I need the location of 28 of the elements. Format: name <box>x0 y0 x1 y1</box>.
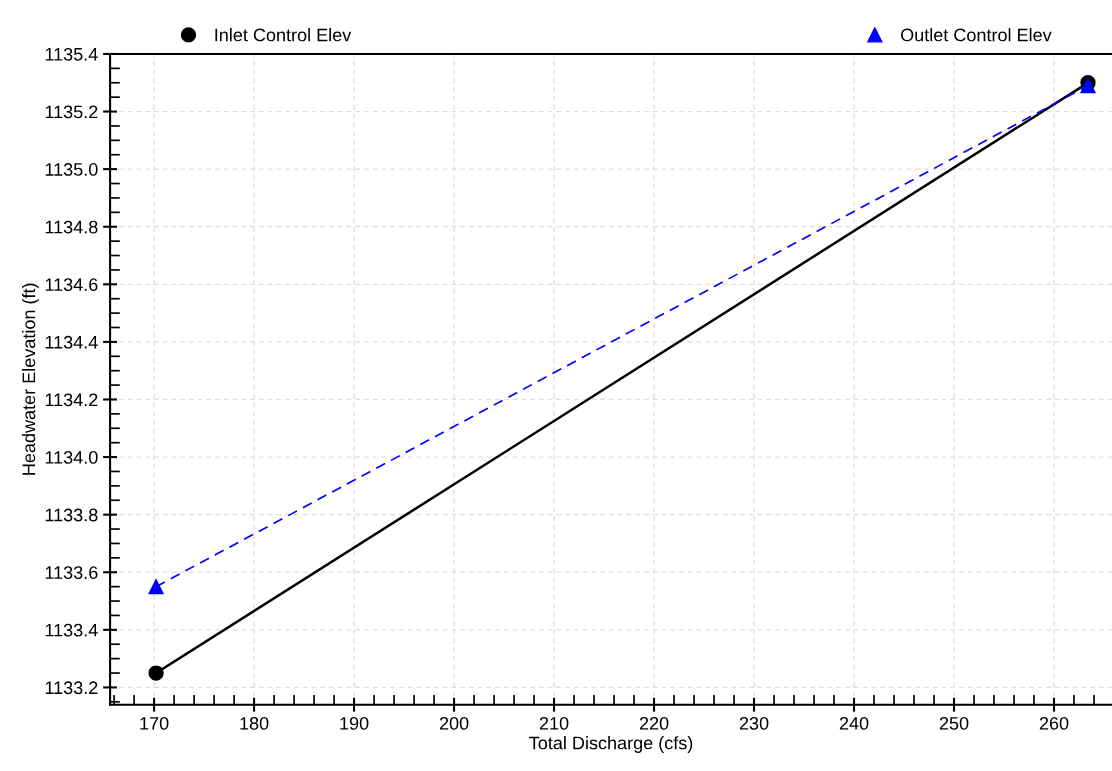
x-tick-label: 220 <box>639 716 669 730</box>
x-axis-title: Total Discharge (cfs) <box>529 736 693 753</box>
y-tick-label: 1133.8 <box>45 508 98 522</box>
y-tick-label: 1133.4 <box>45 623 98 637</box>
point <box>148 579 164 595</box>
x-tick-label: 200 <box>439 716 469 730</box>
y-tick-label: 1134.2 <box>45 393 98 407</box>
y-tick-label: 1135.2 <box>45 105 98 119</box>
legend-label: Outlet Control Elev <box>900 28 1052 42</box>
x-tick-label: 240 <box>839 716 869 730</box>
x-tick-label: 170 <box>140 716 169 730</box>
x-tick-label: 190 <box>340 716 369 730</box>
y-tick-label: 1134.0 <box>45 451 98 464</box>
y-tick-label: 1134.8 <box>45 220 98 234</box>
x-tick-label: 250 <box>939 716 969 730</box>
x-tick-label: 260 <box>1039 716 1069 730</box>
y-axis-title: Headwater Elevation (ft) <box>22 283 39 475</box>
y-tick-label: 1133.6 <box>45 566 98 579</box>
y-tick-label: 1134.4 <box>45 335 98 349</box>
x-tick-label: 230 <box>739 716 769 730</box>
x-tick-label: 210 <box>539 716 569 730</box>
y-tick-label: 1133.2 <box>45 681 98 695</box>
y-tick-label: 1134.6 <box>45 278 98 292</box>
y-tick-label: 1135.4 <box>45 47 98 61</box>
y-tick-label: 1135.0 <box>45 163 98 176</box>
point <box>148 665 164 681</box>
x-tick-label: 180 <box>240 716 269 730</box>
legend-label: Inlet Control Elev <box>215 28 352 42</box>
